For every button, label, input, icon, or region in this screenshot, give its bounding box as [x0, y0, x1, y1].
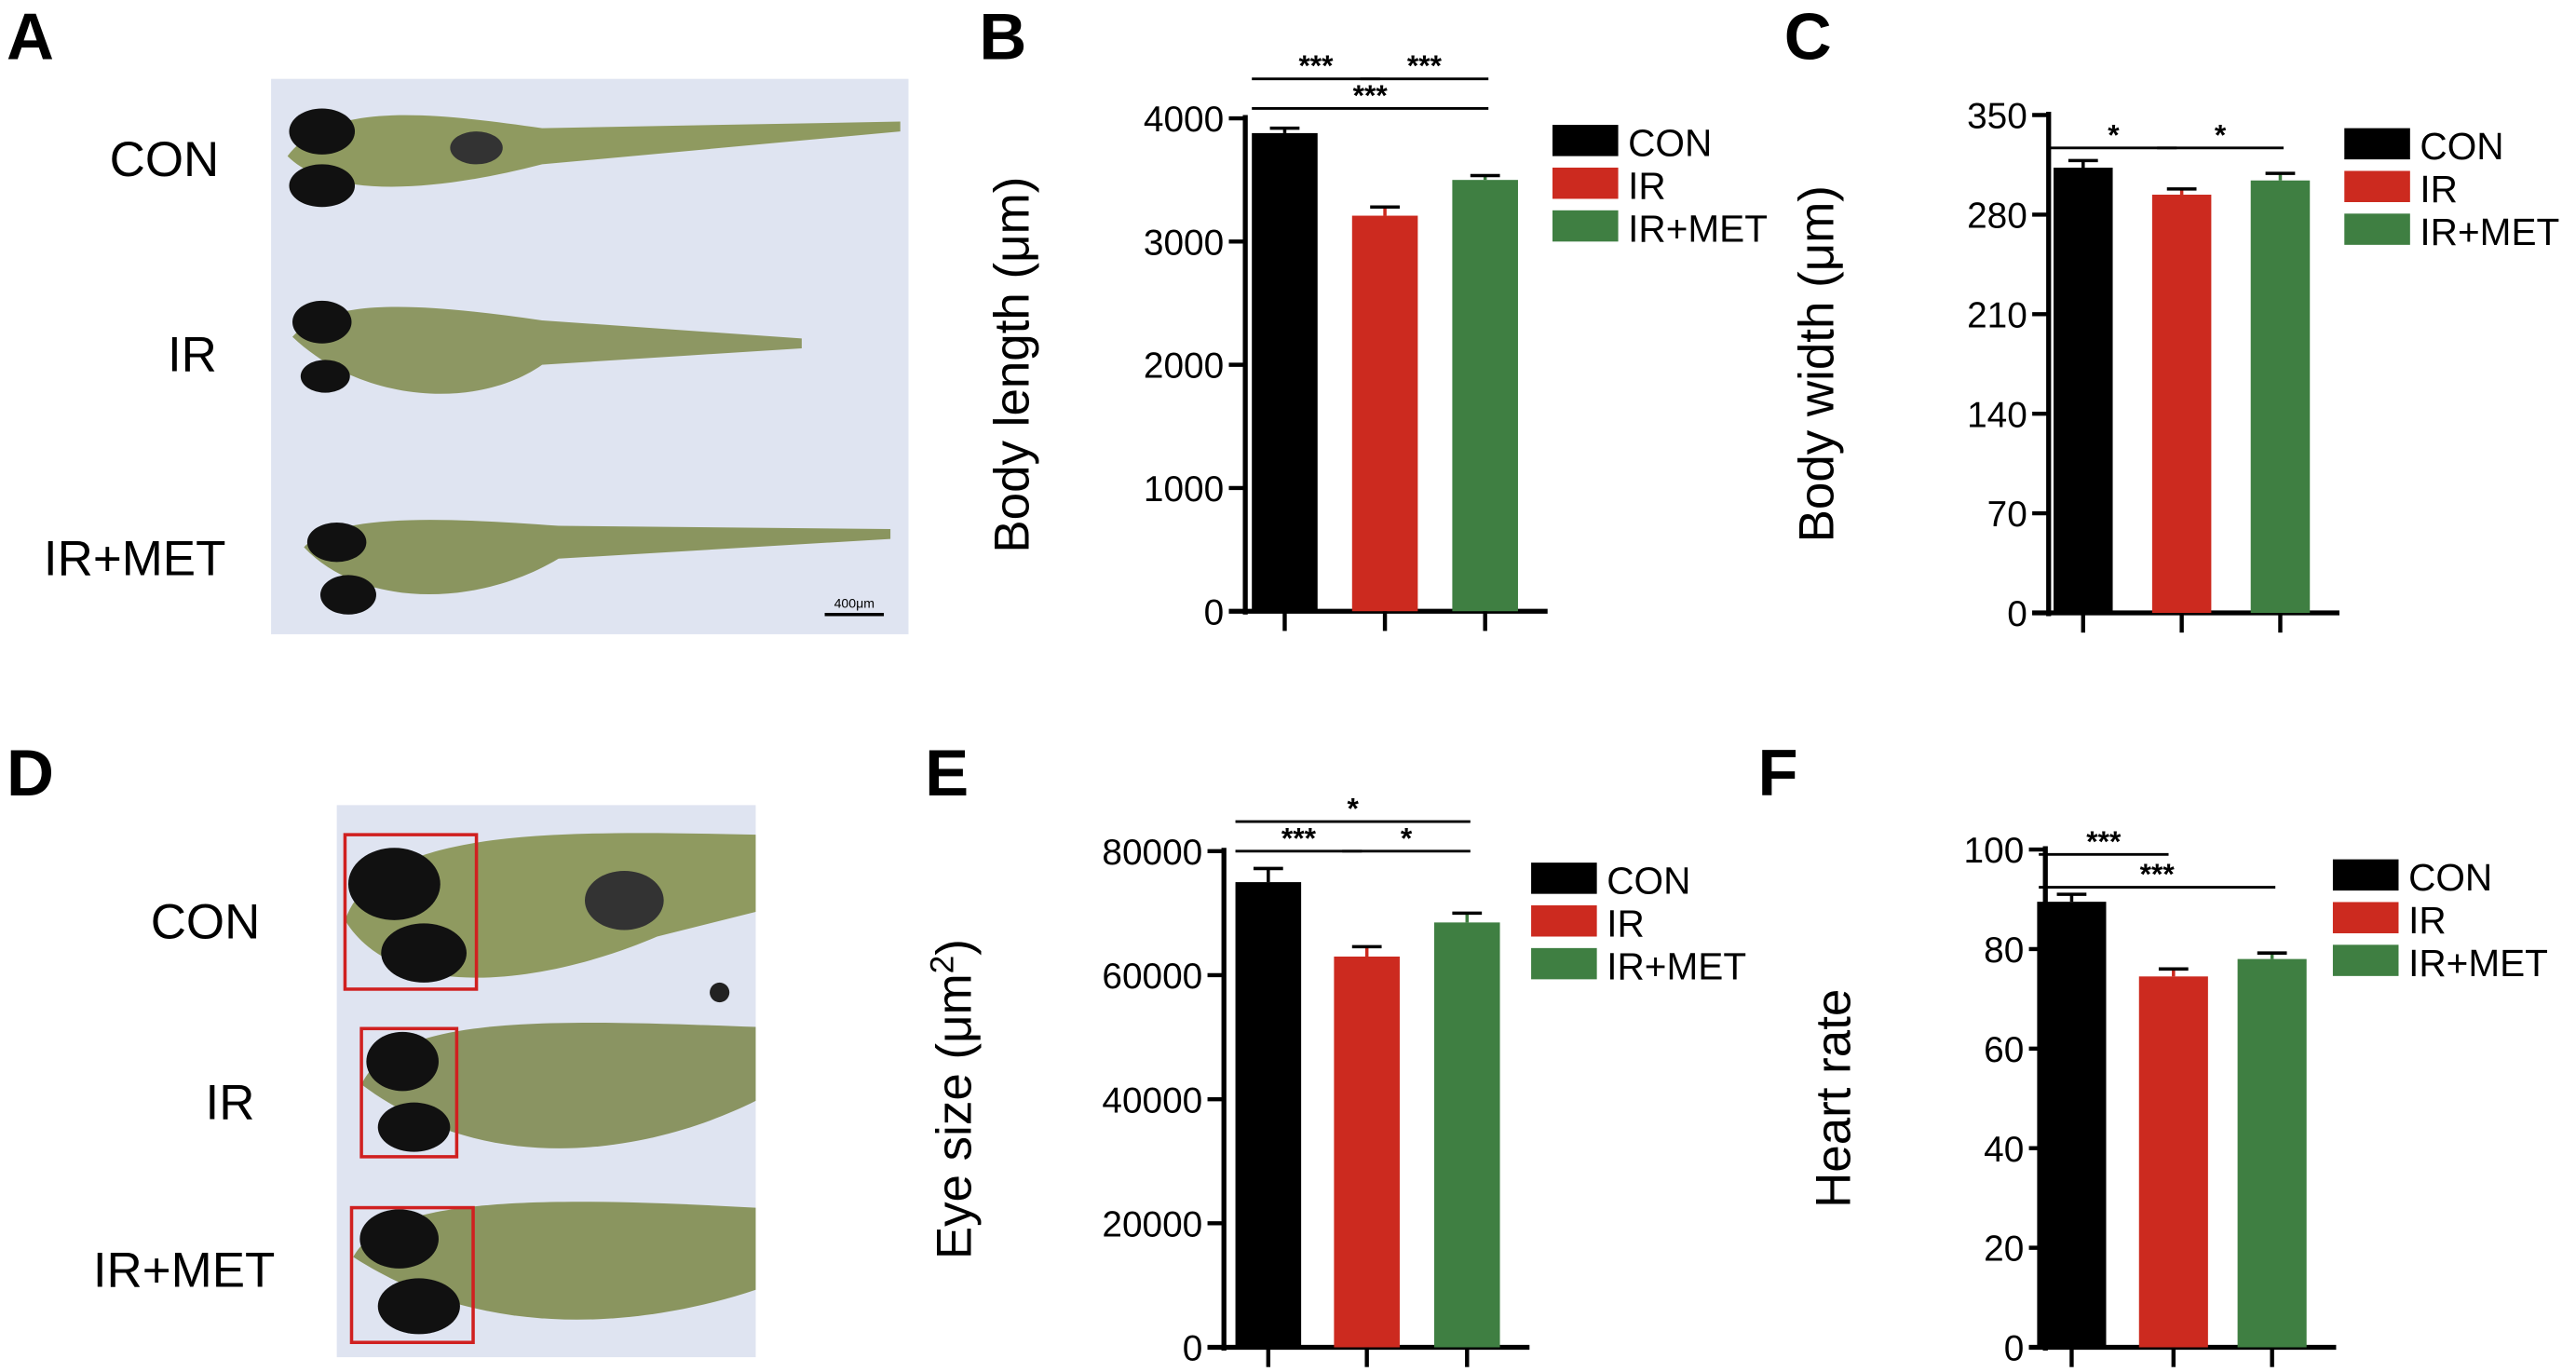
scale-bar-label: 400μm	[834, 596, 874, 611]
photo-label-con: CON	[151, 894, 261, 949]
panel-letter-b: B	[979, 0, 1026, 74]
legend-swatch-ir-met	[1552, 210, 1619, 242]
y-tick-label: 60000	[1102, 957, 1202, 997]
significance-label: *	[2215, 117, 2227, 151]
legend-label: IR+MET	[2408, 942, 2548, 985]
legend-label: IR+MET	[1628, 207, 1768, 250]
legend-swatch-ir	[2332, 902, 2399, 933]
legend-label: IR	[1607, 903, 1645, 945]
y-axis-label: Body length (μm)	[984, 177, 1039, 553]
y-tick-label: 140	[1967, 395, 2027, 435]
legend-label: IR	[1628, 164, 1666, 207]
panel-letter-a: A	[7, 0, 54, 74]
y-axis-label: Eye size (μm2)	[924, 939, 983, 1259]
bar-con	[2054, 168, 2113, 614]
y-tick-label: 80000	[1102, 833, 1202, 873]
bar-con	[1252, 132, 1318, 612]
y-tick-label: 2000	[1144, 346, 1224, 387]
y-axis-label: Heart rate	[1806, 989, 1861, 1208]
photo-label-ir: IR	[206, 1075, 255, 1130]
legend-label: IR	[2420, 168, 2458, 211]
bar-ir	[1334, 956, 1400, 1348]
bar-ir	[2151, 195, 2212, 614]
significance-label: ***	[1353, 78, 1389, 112]
zebrafish-eye-photo-d	[336, 805, 756, 1358]
legend-label: CON	[1628, 122, 1712, 165]
significance-label: ***	[2140, 857, 2176, 890]
significance-label: ***	[2086, 824, 2122, 858]
eye-box-con	[343, 833, 479, 991]
fish-ir-met	[304, 520, 891, 615]
bar-con	[2037, 902, 2107, 1348]
significance-label: *	[1401, 821, 1413, 854]
legend-swatch-con	[1531, 863, 1597, 894]
bar-ir	[1351, 215, 1418, 612]
photo-label-ir: IR	[168, 328, 217, 383]
bar-ir-met	[2237, 958, 2307, 1348]
y-tick-label: 100	[1964, 831, 2025, 871]
y-tick-label: 1000	[1144, 469, 1224, 509]
legend-swatch-ir-met	[2344, 213, 2410, 245]
legend-swatch-ir-met	[2332, 944, 2399, 976]
y-tick-label: 40	[1984, 1130, 2024, 1170]
y-tick-label: 60	[1984, 1030, 2024, 1070]
y-tick-label: 3000	[1144, 223, 1224, 263]
y-tick-label: 20000	[1102, 1204, 1202, 1244]
significance-label: ***	[1298, 48, 1334, 82]
significance-label: ***	[1281, 821, 1317, 854]
y-axis-label: Body width (μm)	[1790, 185, 1845, 542]
y-tick-label: 80	[1984, 931, 2024, 971]
legend-label: CON	[2408, 856, 2492, 899]
legend-swatch-ir	[2344, 170, 2410, 202]
eye-box-ir-met	[349, 1205, 475, 1344]
fish-ir	[291, 300, 802, 394]
bar-ir-met	[1452, 180, 1518, 612]
legend-label: IR+MET	[2420, 211, 2559, 253]
legend-swatch-con	[2332, 859, 2399, 891]
y-tick-label: 20	[1984, 1229, 2024, 1270]
y-tick-label: 350	[1967, 97, 2027, 137]
significance-label: *	[1347, 792, 1359, 825]
panel-letter-d: D	[7, 736, 54, 809]
legend-swatch-con	[2344, 128, 2410, 160]
legend-label: CON	[1607, 860, 1690, 903]
panel-letter-c: C	[1784, 0, 1832, 74]
photo-label-ir-met: IR+MET	[93, 1243, 275, 1297]
y-tick-label: 70	[1987, 495, 2027, 535]
significance-label: *	[2108, 117, 2120, 151]
panel-letter-f: F	[1758, 736, 1798, 809]
panel-letter-e: E	[925, 736, 969, 809]
bar-ir	[2138, 976, 2208, 1348]
significance-label: ***	[1407, 48, 1443, 82]
fish-con	[287, 108, 901, 208]
photo-label-ir-met: IR+MET	[44, 531, 225, 586]
legend-label: IR	[2408, 899, 2447, 942]
y-tick-label: 0	[2007, 594, 2027, 634]
y-tick-label: 0	[2004, 1329, 2025, 1369]
legend-label: CON	[2420, 125, 2503, 168]
chart-c: C 0 70 140 210 280 350 Body width (μm) * * CONIRIR…	[1784, 0, 2560, 634]
legend-swatch-con	[1552, 125, 1619, 156]
eye-box-ir	[359, 1026, 459, 1159]
y-tick-label: 280	[1967, 197, 2027, 237]
photo-label-con: CON	[110, 132, 220, 187]
y-tick-label: 4000	[1144, 100, 1224, 140]
legend-label: IR+MET	[1607, 944, 1746, 987]
y-tick-label: 40000	[1102, 1080, 1202, 1121]
y-tick-label: 210	[1967, 295, 2027, 335]
bar-ir-met	[2250, 180, 2311, 614]
legend-swatch-ir	[1531, 904, 1597, 937]
zebrafish-photo-a: 400μm	[271, 78, 909, 634]
chart-b: B 0 1000 2000 3000 4000 Body length (μm) *** ***…	[979, 0, 1768, 632]
legend-swatch-ir	[1552, 167, 1619, 199]
bar-ir-met	[1433, 922, 1500, 1348]
y-tick-label: 0	[1183, 1329, 1203, 1369]
legend-swatch-ir-met	[1531, 947, 1597, 980]
y-tick-label: 0	[1204, 592, 1225, 632]
bar-con	[1235, 882, 1302, 1348]
